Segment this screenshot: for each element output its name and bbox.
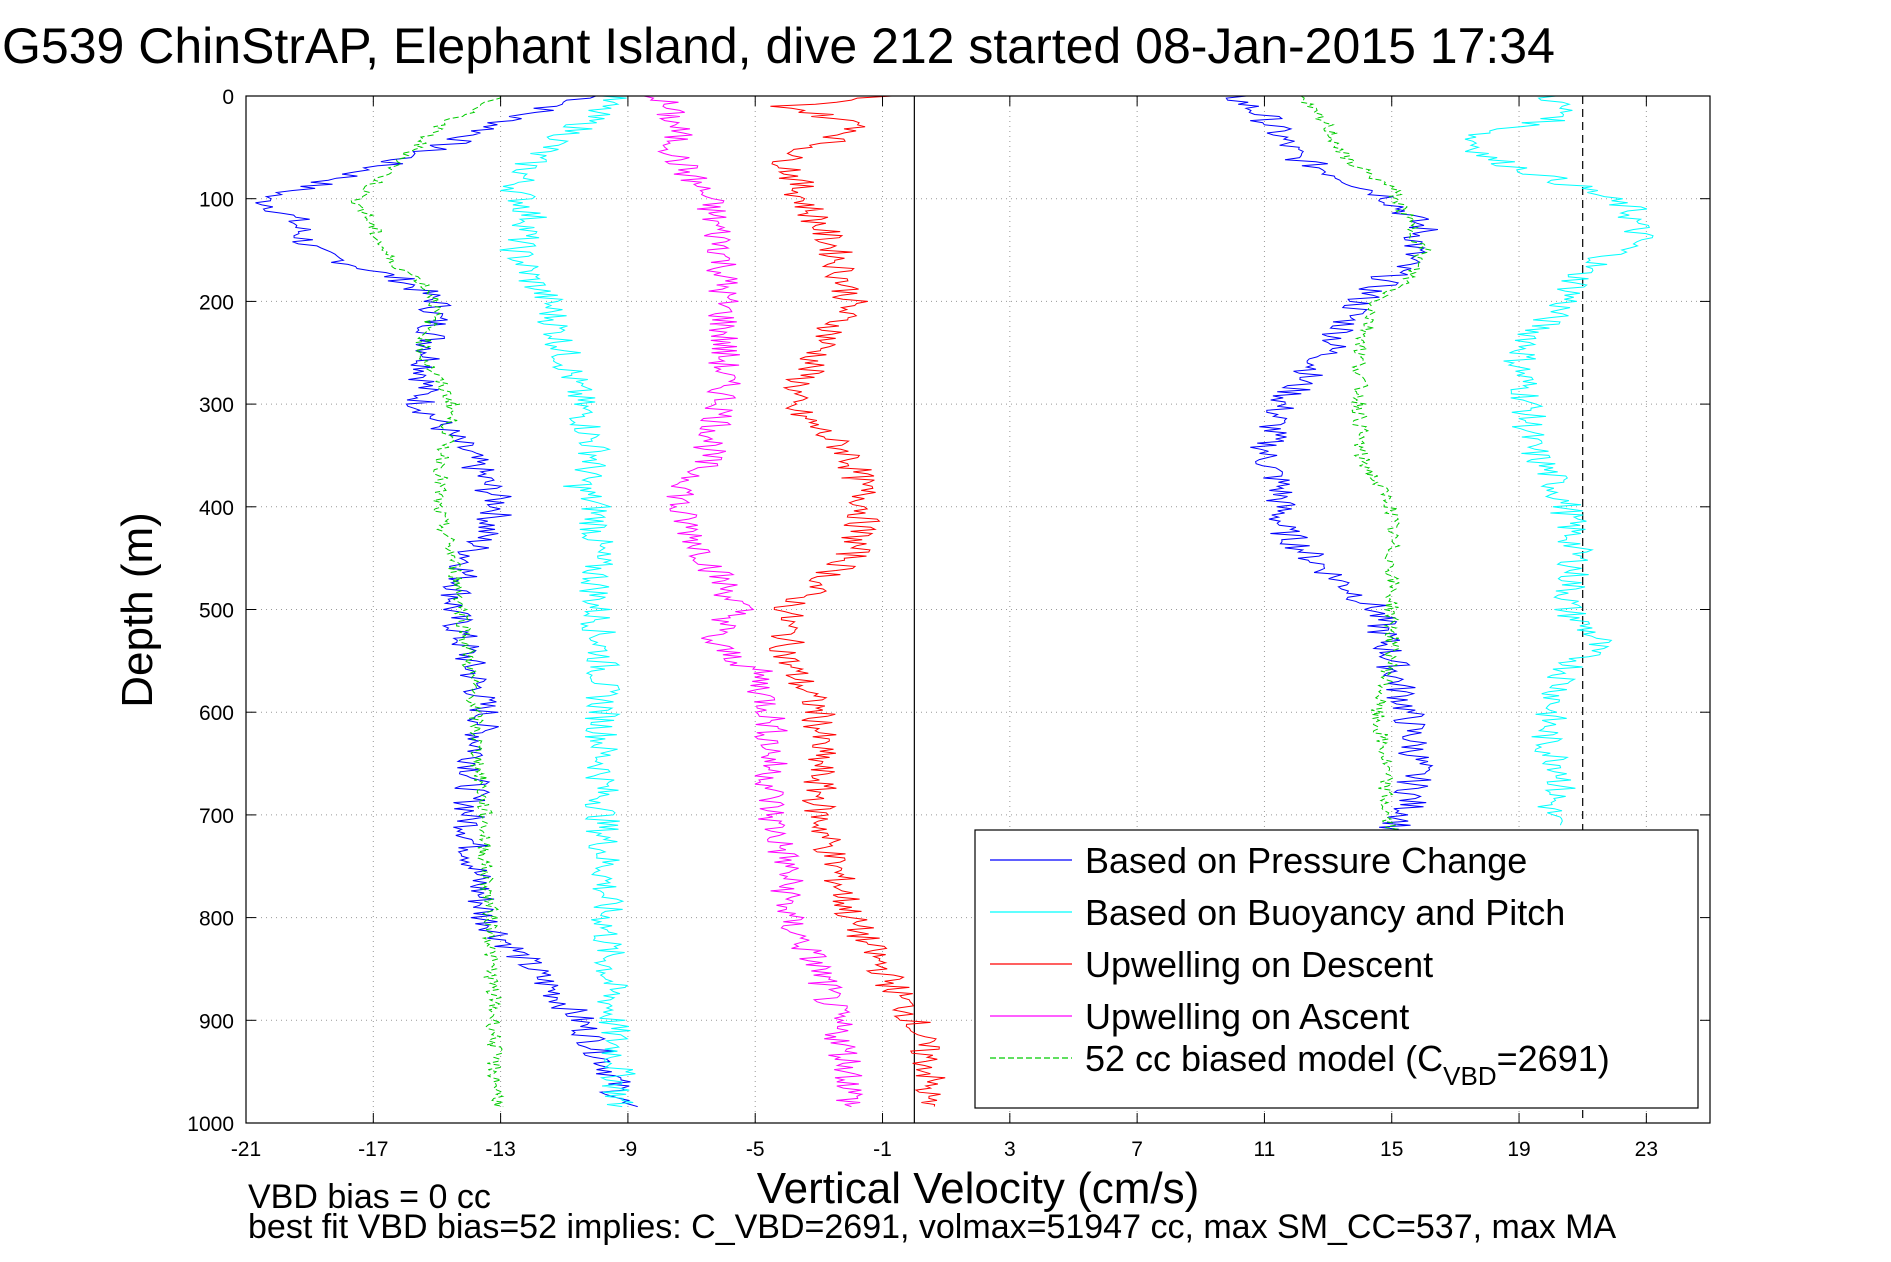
x-tick-label: -1 [873,1138,892,1161]
y-tick-label: 300 [199,394,234,417]
legend-label: Based on Buoyancy and Pitch [1085,892,1565,933]
y-tick-label: 400 [199,497,234,520]
x-axis-label: Vertical Velocity (cm/s) [757,1164,1200,1213]
x-tick-label: -13 [485,1138,515,1161]
y-tick-label: 0 [222,86,234,109]
series-line-5 [643,95,864,1108]
x-tick-label: 15 [1380,1138,1403,1161]
x-tick-label: 3 [1004,1138,1016,1161]
chart-title: G539 ChinStrAP, Elephant Island, dive 21… [2,18,1555,74]
legend-box [974,829,1699,1109]
x-tick-label: 7 [1131,1138,1143,1161]
series-layer [255,95,1654,1108]
series-line-7 [1300,95,1432,830]
legend-label: Based on Pressure Change [1085,840,1527,881]
x-tick-label: 23 [1635,1138,1658,1161]
y-axis-label: Depth (m) [113,512,162,708]
y-tick-label: 700 [199,805,234,828]
y-tick-label: 500 [199,600,234,623]
y-tick-label: 800 [199,908,234,931]
y-tick-label: 600 [199,702,234,725]
series-line-4 [769,95,946,1107]
x-tick-label: -5 [746,1138,765,1161]
y-tick-label: 1000 [187,1113,234,1136]
footer-line-1: VBD bias = 0 cc [248,1178,491,1216]
x-tick-label: -17 [358,1138,388,1161]
x-axis-ticks: -21 -17 -13 -9 -5 -1 3 7 11 15 19 23 [231,96,1658,1161]
legend-label: Upwelling on Ascent [1085,996,1409,1037]
reference-lines [913,96,1584,1123]
series-line-1 [1225,95,1438,830]
series-line-3 [1464,95,1654,826]
y-tick-label: 100 [199,189,234,212]
legend-label: 52 cc biased model (CVBD=2691) [1085,1038,1610,1091]
legend: Based on Pressure Change Based on Buoyanc… [974,829,1699,1109]
series-line-2 [499,95,636,1108]
x-tick-label: -9 [619,1138,638,1161]
y-axis-ticks: 0 100 200 300 400 500 600 700 800 900 1000 [187,86,1710,1136]
series-line-6 [350,95,505,1108]
x-tick-label: 19 [1507,1138,1530,1161]
series-line-0 [255,95,638,1108]
x-tick-label: -21 [231,1138,261,1161]
footer-line-2: best fit VBD bias=52 implies: C_VBD=2691… [248,1208,1617,1246]
y-tick-label: 200 [199,291,234,314]
y-tick-label: 900 [199,1010,234,1033]
legend-label: Upwelling on Descent [1085,944,1433,985]
x-tick-label: 11 [1254,1138,1276,1161]
